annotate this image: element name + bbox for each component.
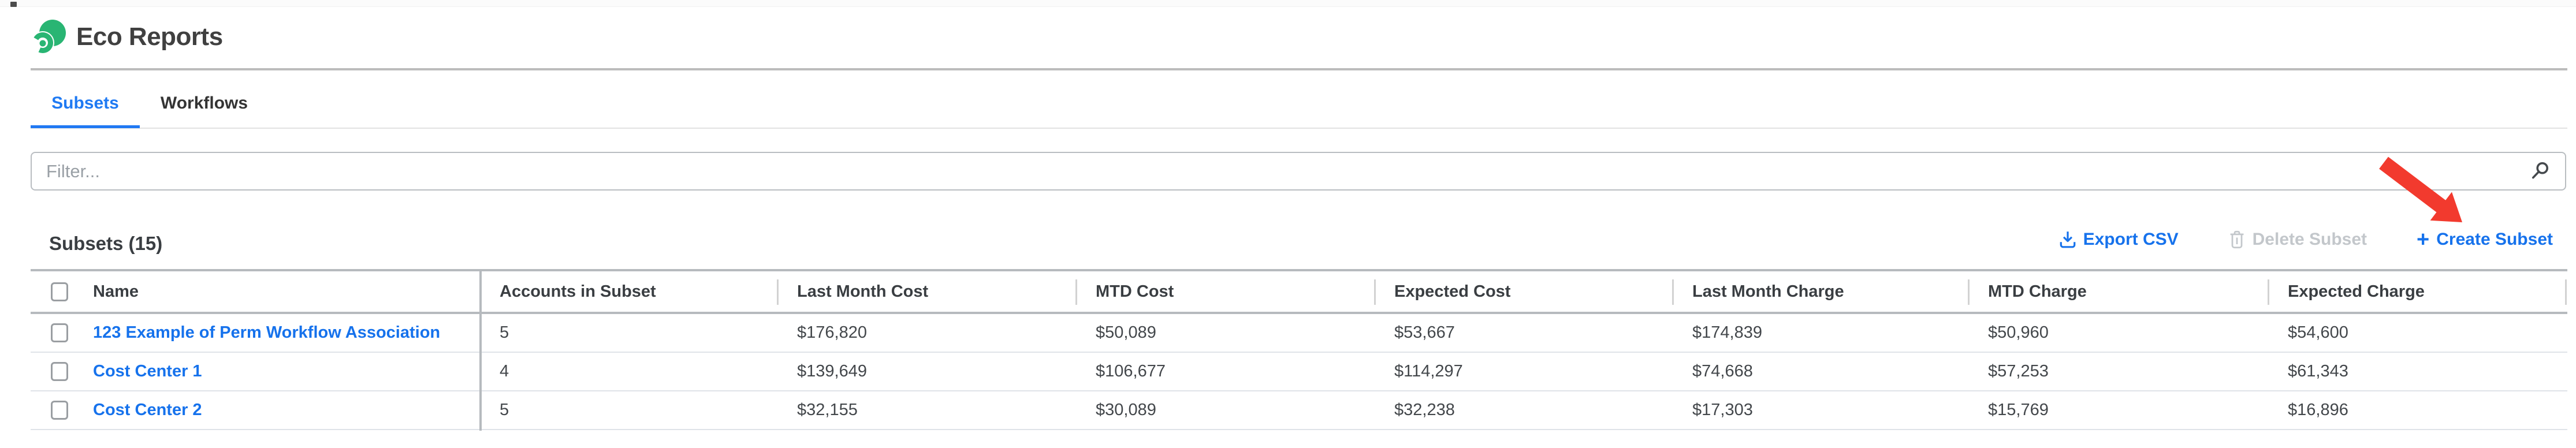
- tab-subsets[interactable]: Subsets: [51, 93, 119, 113]
- cell-mtd-cost: $106,677: [1096, 362, 1166, 380]
- subset-name-link[interactable]: Cost Center 1: [93, 362, 202, 380]
- table-row: Cost Center 2 5 $32,155 $30,089 $32,238 …: [31, 391, 2567, 430]
- toolbar: Export CSV Delete Subset + Create Subset: [2059, 227, 2553, 252]
- header-col-divider: [2268, 279, 2269, 305]
- trash-icon: [2230, 230, 2244, 249]
- header-col-divider: [1374, 279, 1376, 305]
- column-header: Name: [93, 282, 139, 301]
- tab-workflows[interactable]: Workflows: [160, 93, 248, 113]
- header-cell-expected-charge: Expected Charge: [2288, 282, 2425, 301]
- cell-last-month-charge: $17,303: [1692, 401, 1753, 419]
- cell-last-month-charge: $74,668: [1692, 362, 1753, 380]
- cell-expected-charge: $16,896: [2288, 401, 2348, 419]
- cell-mtd-charge: $15,769: [1988, 401, 2049, 419]
- cell-expected-charge: $61,343: [2288, 362, 2348, 380]
- cell-expected-cost: $114,297: [1394, 362, 1463, 380]
- header-col-divider: [1672, 279, 1674, 305]
- export-csv-label: Export CSV: [2083, 230, 2179, 249]
- header-col-divider: [1075, 279, 1077, 305]
- plus-icon: +: [2417, 227, 2430, 252]
- header-cell-name: Name: [31, 282, 479, 301]
- header-cell-accounts: Accounts in Subset: [500, 282, 656, 301]
- create-subset-button[interactable]: + Create Subset: [2417, 227, 2553, 252]
- cell-last-month-cost: $32,155: [797, 401, 858, 419]
- cell-name: 123 Example of Perm Workflow Association: [31, 323, 479, 342]
- table-row: Cost Center 1 4 $139,649 $106,677 $114,2…: [31, 353, 2567, 391]
- header-col-divider: [2565, 279, 2567, 305]
- cell-accounts: 5: [500, 323, 509, 342]
- cell-accounts: 5: [500, 401, 509, 419]
- cell-mtd-charge: $57,253: [1988, 362, 2049, 380]
- header-cell-expected-cost: Expected Cost: [1394, 282, 1511, 301]
- table-row: 123 Example of Perm Workflow Association…: [31, 314, 2567, 353]
- row-checkbox[interactable]: [51, 401, 68, 420]
- header-divider: [31, 68, 2567, 70]
- search-icon: [2532, 162, 2549, 179]
- tab-bar: Subsets Workflows: [31, 78, 269, 129]
- header-cell-last-month-cost: Last Month Cost: [797, 282, 929, 301]
- window-top-edge: [0, 0, 2576, 7]
- header-cell-last-month-charge: Last Month Charge: [1692, 282, 1844, 301]
- header-col-divider: [1968, 279, 1970, 305]
- cell-accounts: 4: [500, 362, 509, 380]
- cell-expected-cost: $53,667: [1394, 323, 1455, 342]
- create-subset-label: Create Subset: [2436, 230, 2553, 249]
- download-icon: [2060, 232, 2075, 248]
- subsets-table: Name Accounts in Subset Last Month Cost …: [31, 269, 2567, 430]
- cell-last-month-cost: $176,820: [797, 323, 867, 342]
- app-header: Eco Reports: [31, 17, 223, 57]
- export-csv-button[interactable]: Export CSV: [2059, 230, 2179, 249]
- table-header-row: Name Accounts in Subset Last Month Cost …: [31, 269, 2567, 314]
- name-column-divider: [479, 271, 482, 431]
- filter-bar: [31, 152, 2566, 191]
- cell-last-month-cost: $139,649: [797, 362, 867, 380]
- cell-expected-charge: $54,600: [2288, 323, 2348, 342]
- header-cell-mtd-charge: MTD Charge: [1988, 282, 2087, 301]
- delete-subset-button[interactable]: Delete Subset: [2228, 230, 2367, 249]
- cell-expected-cost: $32,238: [1394, 401, 1455, 419]
- cell-name: Cost Center 2: [31, 401, 479, 420]
- select-all-checkbox[interactable]: [51, 282, 68, 301]
- row-checkbox[interactable]: [51, 323, 68, 342]
- subset-name-link[interactable]: 123 Example of Perm Workflow Association: [93, 323, 441, 342]
- header-col-divider: [777, 279, 779, 305]
- row-checkbox[interactable]: [51, 362, 68, 381]
- header-cell-mtd-cost: MTD Cost: [1096, 282, 1174, 301]
- eco-logo-icon: [31, 20, 66, 54]
- delete-subset-label: Delete Subset: [2252, 230, 2367, 249]
- cell-mtd-cost: $50,089: [1096, 323, 1156, 342]
- cell-mtd-cost: $30,089: [1096, 401, 1156, 419]
- cell-last-month-charge: $174,839: [1692, 323, 1762, 342]
- subsets-count-heading: Subsets (15): [49, 233, 163, 254]
- cell-mtd-charge: $50,960: [1988, 323, 2049, 342]
- filter-input[interactable]: [31, 152, 2566, 191]
- screenshot-artifact: [10, 2, 17, 7]
- page-title: Eco Reports: [76, 23, 223, 51]
- cell-name: Cost Center 1: [31, 362, 479, 381]
- active-tab-underline: [31, 125, 140, 128]
- subset-name-link[interactable]: Cost Center 2: [93, 401, 202, 419]
- tabs-divider: [31, 128, 2567, 129]
